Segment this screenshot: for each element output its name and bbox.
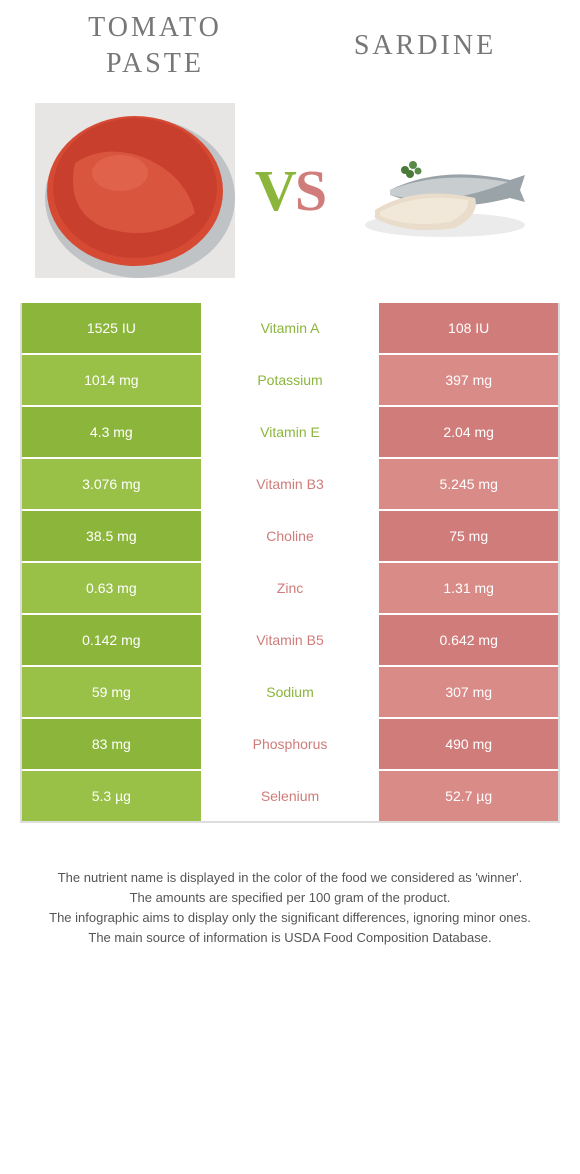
nutrient-label: Potassium [201, 355, 380, 405]
right-value: 108 IU [379, 303, 558, 353]
nutrient-label: Selenium [201, 771, 380, 821]
tomato-paste-icon [35, 103, 235, 278]
left-value: 0.63 mg [22, 563, 201, 613]
right-value: 490 mg [379, 719, 558, 769]
left-food-image [35, 103, 235, 278]
nutrient-label: Vitamin E [201, 407, 380, 457]
nutrient-label: Sodium [201, 667, 380, 717]
table-row: 38.5 mgCholine75 mg [22, 511, 558, 563]
table-row: 1525 IUVitamin A108 IU [22, 303, 558, 355]
vs-s: S [295, 158, 325, 223]
left-value: 0.142 mg [22, 615, 201, 665]
table-row: 5.3 µgSelenium52.7 µg [22, 771, 558, 823]
footer-line-3: The infographic aims to display only the… [30, 908, 550, 928]
right-value: 307 mg [379, 667, 558, 717]
vs-label: VS [255, 157, 325, 224]
table-row: 59 mgSodium307 mg [22, 667, 558, 719]
right-value: 75 mg [379, 511, 558, 561]
table-row: 1014 mgPotassium397 mg [22, 355, 558, 407]
right-value: 5.245 mg [379, 459, 558, 509]
table-row: 0.142 mgVitamin B50.642 mg [22, 615, 558, 667]
table-row: 0.63 mgZinc1.31 mg [22, 563, 558, 615]
left-value: 83 mg [22, 719, 201, 769]
table-row: 83 mgPhosphorus490 mg [22, 719, 558, 771]
right-value: 0.642 mg [379, 615, 558, 665]
footer-line-1: The nutrient name is displayed in the co… [30, 868, 550, 888]
footer-line-2: The amounts are specified per 100 gram o… [30, 888, 550, 908]
right-value: 52.7 µg [379, 771, 558, 821]
left-value: 1014 mg [22, 355, 201, 405]
nutrient-label: Phosphorus [201, 719, 380, 769]
nutrient-label: Vitamin B5 [201, 615, 380, 665]
left-value: 4.3 mg [22, 407, 201, 457]
compare-row: VS [20, 103, 560, 278]
nutrient-label: Choline [201, 511, 380, 561]
right-value: 2.04 mg [379, 407, 558, 457]
left-value: 5.3 µg [22, 771, 201, 821]
right-food-image [345, 103, 545, 278]
footer-line-4: The main source of information is USDA F… [30, 928, 550, 948]
nutrient-label: Vitamin B3 [201, 459, 380, 509]
right-value: 397 mg [379, 355, 558, 405]
footer-notes: The nutrient name is displayed in the co… [20, 868, 560, 949]
right-value: 1.31 mg [379, 563, 558, 613]
nutrient-label: Zinc [201, 563, 380, 613]
nutrient-label: Vitamin A [201, 303, 380, 353]
sardine-icon [360, 140, 530, 240]
left-value: 1525 IU [22, 303, 201, 353]
left-value: 38.5 mg [22, 511, 201, 561]
left-value: 59 mg [22, 667, 201, 717]
right-food-title: SARDINE [290, 30, 560, 62]
left-food-title: TOMATO PASTE [20, 10, 290, 83]
table-row: 3.076 mgVitamin B35.245 mg [22, 459, 558, 511]
left-value: 3.076 mg [22, 459, 201, 509]
nutrient-table: 1525 IUVitamin A108 IU1014 mgPotassium39… [20, 303, 560, 823]
header: TOMATO PASTE SARDINE [20, 10, 560, 83]
table-row: 4.3 mgVitamin E2.04 mg [22, 407, 558, 459]
vs-v: V [255, 158, 295, 223]
